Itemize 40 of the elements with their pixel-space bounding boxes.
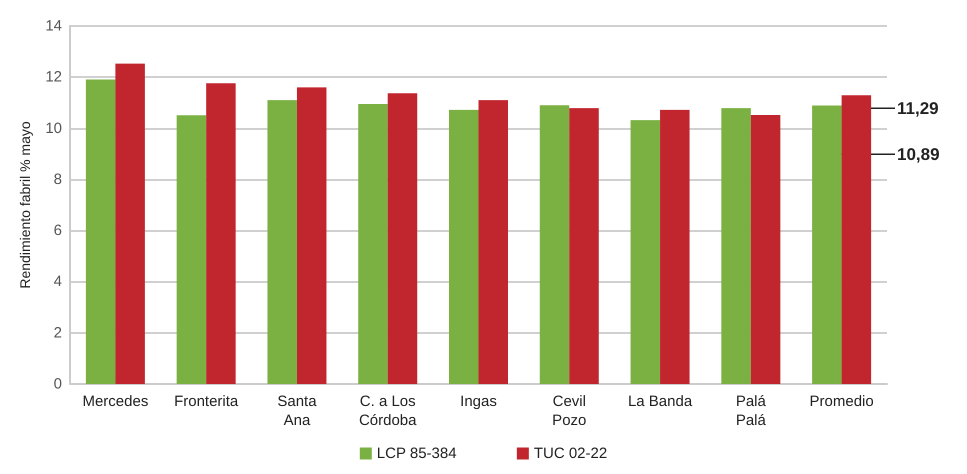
bar	[569, 108, 599, 384]
text: 10,89	[897, 144, 940, 164]
bar	[267, 100, 297, 384]
y-tick-label: 8	[54, 170, 62, 188]
y-tick-label: 14	[45, 18, 62, 34]
x-tick-label: Mercedes	[82, 393, 148, 410]
x-tick-label: Promedio	[810, 393, 874, 410]
x-tick-label: C. a Los Córdoba	[358, 393, 418, 429]
bar	[478, 100, 508, 384]
bar	[206, 83, 236, 384]
bar	[750, 114, 780, 384]
y-tick-label: 10	[45, 120, 62, 137]
x-tick-label: Fronterita	[174, 393, 239, 410]
y-tick-label: 0	[54, 376, 62, 392]
bar	[630, 120, 660, 384]
y-tick-label: 12	[45, 68, 62, 86]
x-tick-label: Santa Ana	[277, 393, 318, 429]
bar	[358, 104, 388, 384]
bar	[540, 105, 570, 384]
bar	[115, 64, 145, 384]
bar	[388, 93, 418, 384]
x-tick-label: Ingas	[460, 393, 497, 410]
x-tick-label: La Banda	[628, 393, 693, 410]
bar	[176, 115, 206, 384]
bar	[842, 95, 872, 384]
legend-label: LCP 85-384	[376, 445, 457, 462]
y-tick-label: 6	[54, 222, 62, 240]
bar	[721, 108, 751, 384]
bar	[448, 110, 478, 384]
bar	[812, 106, 842, 384]
legend-label: TUC 02-22	[534, 445, 608, 462]
bar	[660, 110, 690, 384]
x-tick-label: Cevil Pozo	[552, 393, 586, 429]
y-tick-label: 2	[54, 324, 62, 342]
y-tick-label: 4	[54, 273, 62, 290]
bar	[296, 87, 326, 384]
y-axis-title: Rendimiento fabril % mayo	[17, 121, 33, 289]
text: 11,29	[897, 98, 939, 118]
x-tick-label: Palá Palá	[736, 393, 766, 429]
bar	[86, 79, 116, 384]
